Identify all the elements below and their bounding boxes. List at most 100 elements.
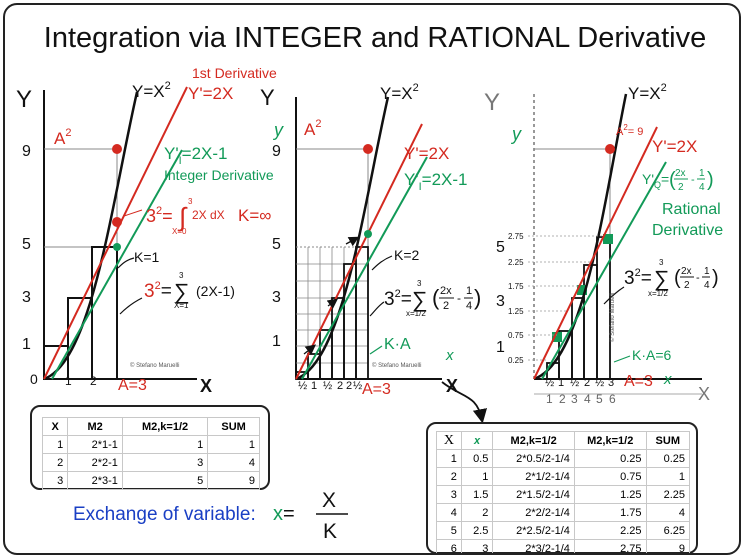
svg-text:0.25: 0.25: [508, 356, 524, 365]
derivative-line-2: [295, 123, 423, 380]
svg-text:(: (: [432, 285, 440, 310]
table-row: 6 3 2*3/2-1/4 2.75 9: [436, 539, 691, 553]
derivative-heading: Derivative: [652, 222, 723, 239]
table-integer: X M2 M2,k=1/2 SUM 1 2*1-1 1 1 2 2*2-1 3 4 3 2*3…: [30, 405, 270, 490]
y-axis-label-2: Y: [260, 85, 275, 110]
table-rational-grid: X x M2,k=1/2 M2,k=1/2 SUM 1 0.5 2*0.5/2-1/…: [436, 431, 691, 553]
steps-2: [295, 246, 369, 380]
big-x-3: X: [698, 384, 710, 404]
svg-text:0.75: 0.75: [508, 331, 524, 340]
copyright-3: © Stefano Maruelli: [609, 293, 616, 342]
y-axis-label: Y: [16, 86, 32, 113]
svg-text:2.25: 2.25: [508, 258, 524, 267]
first-derivative-line: [43, 86, 188, 380]
svg-text:1: 1: [496, 339, 505, 356]
table-row: 5 2.5 2*2.5/2-1/4 2.25 6.25: [436, 521, 691, 540]
table-header: X: [436, 431, 462, 450]
k-times-a: K·A: [384, 336, 411, 353]
table-header: M2,k=1/2: [121, 417, 209, 436]
table-rational: X x M2,k=1/2 M2,k=1/2 SUM 1 0.5 2*0.5/2-1/…: [426, 422, 698, 553]
integer-derivative-line: [51, 149, 183, 380]
svg-text:5: 5: [596, 392, 603, 406]
svg-text:2: 2: [584, 377, 590, 389]
sum-upper-3: 3: [659, 258, 664, 267]
svg-text:3: 3: [571, 392, 578, 406]
svg-text:X: X: [322, 489, 336, 512]
sum-sign-2: ∑: [412, 287, 428, 312]
table-row: 2 1 2*1/2-1/4 0.75 1: [436, 467, 691, 486]
table-header: x: [460, 431, 494, 450]
integer-derivative-label: Y'I=2X-1: [164, 144, 228, 167]
svg-text:1.75: 1.75: [508, 282, 524, 291]
svg-text:2: 2: [559, 392, 566, 406]
table-header: M2,k=1/2: [492, 431, 575, 450]
x-tick-2: 2: [90, 374, 97, 388]
sum-body: (2X-1): [196, 283, 235, 299]
svg-text:2x: 2x: [675, 168, 686, 179]
table-header: M2: [67, 417, 123, 436]
svg-text:2.75: 2.75: [508, 232, 524, 241]
panel-integer: Y X 9 5 3 1 0 1 2 A2 Y=X2 1st Derivative…: [16, 65, 277, 396]
exchange-lhs: x: [273, 503, 284, 525]
svg-text:-: -: [457, 291, 461, 305]
sum-sign: ∑: [174, 279, 190, 304]
table-header: X: [41, 417, 69, 436]
svg-text:1: 1: [546, 392, 553, 406]
step-rect-3: [91, 246, 118, 380]
sum-lower-3: x=1/2: [648, 289, 668, 298]
sum-lhs-2: 32=: [384, 288, 412, 310]
panel-half-step: Y y X x 9 5 3 1 A2: [260, 82, 488, 424]
svg-text:-: -: [696, 272, 700, 284]
y-tick-3: 3: [22, 289, 31, 306]
fraction-expression-3: ( 2x 2 - 1 4 ): [674, 266, 719, 291]
y-axis-script-2: y: [272, 120, 284, 140]
derivative-line-3: [533, 126, 658, 380]
k-times-a-6: K·A=6: [632, 347, 672, 363]
y-tick-3-p2: 3: [272, 289, 281, 306]
parabola-curve-2: [295, 96, 390, 381]
svg-text:4: 4: [584, 392, 591, 406]
exchange-label: Exchange of variable:: [73, 504, 256, 525]
svg-text:): ): [712, 267, 719, 289]
svg-text:K: K: [323, 520, 337, 543]
svg-text:1: 1: [311, 380, 317, 392]
y-tick-1: 1: [22, 336, 31, 353]
svg-text:2: 2: [337, 380, 343, 392]
svg-text:2x: 2x: [681, 266, 692, 277]
k-equals-1: K=1: [134, 249, 160, 265]
svg-text:4: 4: [699, 182, 705, 193]
rational-derivative-line-3: [541, 161, 667, 380]
exchange-fraction: X K: [316, 489, 348, 543]
table-row: 3 1.5 2*1.5/2-1/4 1.25 2.25: [436, 485, 691, 504]
y-tick-9-p2: 9: [272, 143, 281, 160]
svg-text:): ): [707, 169, 714, 191]
table-header: M2,k=1/2: [573, 431, 647, 450]
integer-derivative-line-2: [301, 156, 428, 380]
integer-derivative-label-2: Y'I=2X-1: [404, 170, 468, 193]
table-row: 1 2*1-1 1 1: [41, 435, 260, 454]
table-row: 1 0.5 2*0.5/2-1/4 0.25 0.25: [436, 449, 691, 468]
first-derivative-heading: 1st Derivative: [192, 65, 277, 81]
svg-text:½: ½: [595, 377, 604, 389]
sum-lower: X=1: [174, 301, 189, 310]
svg-text:(: (: [674, 267, 681, 289]
svg-text:½: ½: [353, 380, 362, 392]
svg-text:4: 4: [466, 300, 472, 312]
a-squared-2: A2: [304, 118, 321, 139]
sum-lhs-3: 32=: [624, 267, 652, 289]
k-infinity: K=∞: [238, 206, 271, 225]
diagram-canvas: Integration via INTEGER and RATIONAL Der…: [16, 22, 723, 543]
y-tick-1-p2: 1: [272, 333, 281, 350]
y-axis-label-3: Y: [484, 89, 500, 116]
svg-text:2: 2: [346, 380, 352, 392]
svg-text:4: 4: [704, 280, 710, 291]
integral-lower: X=0: [172, 227, 187, 236]
svg-text:3: 3: [496, 293, 505, 310]
sum-upper: 3: [179, 271, 184, 280]
y-axis-script-3: y: [510, 124, 522, 144]
svg-text:½: ½: [323, 380, 332, 392]
derivative-label-2: Y'=2X: [404, 144, 449, 163]
k-equals-2: K=2: [394, 247, 420, 263]
